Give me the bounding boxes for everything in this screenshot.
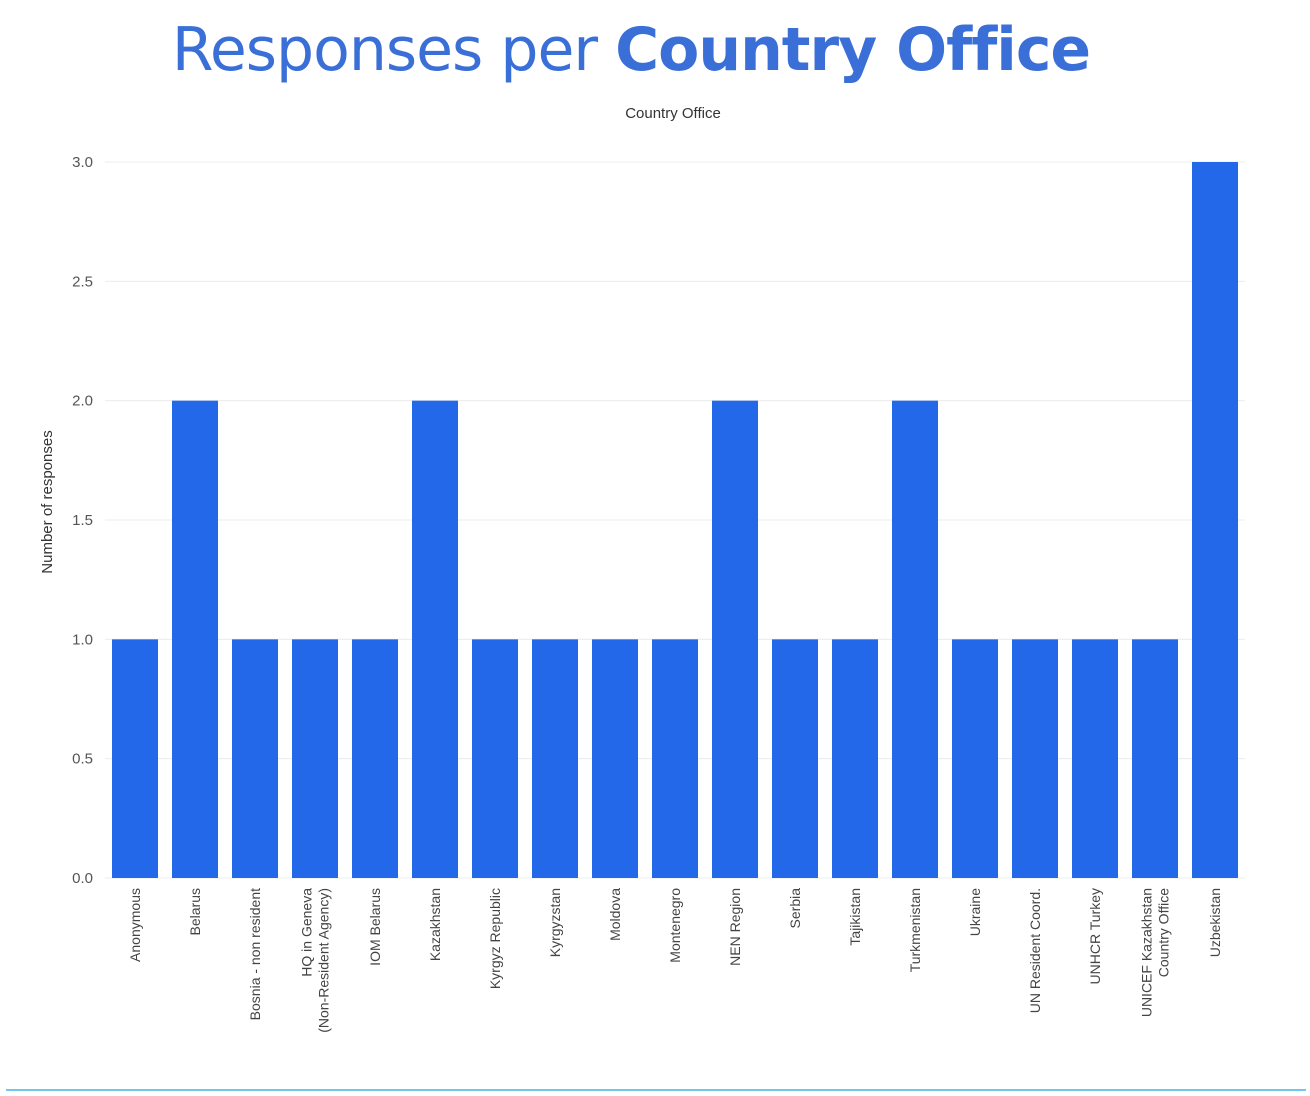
bar bbox=[532, 639, 578, 878]
y-tick-label: 1.5 bbox=[72, 512, 93, 529]
bar bbox=[1072, 639, 1118, 878]
x-category-label-line: (Non-Resident Agency) bbox=[316, 888, 332, 1033]
y-tick-label: 1.0 bbox=[72, 631, 93, 648]
x-category-label-line: HQ in Geneva bbox=[299, 888, 315, 977]
x-category-label: Bosnia - non resident bbox=[247, 888, 263, 1020]
x-category-label: NEN Region bbox=[727, 888, 743, 966]
y-tick-label: 0.5 bbox=[72, 751, 93, 768]
y-tick-label: 3.0 bbox=[72, 154, 93, 171]
x-category-label: UNICEF Kazakhstan Country Office bbox=[1139, 888, 1172, 1017]
x-category-label: Belarus bbox=[187, 888, 203, 935]
chart-title: Country Office bbox=[625, 105, 721, 122]
bar bbox=[712, 400, 758, 878]
bar bbox=[172, 400, 218, 878]
bar bbox=[412, 400, 458, 878]
x-category-label-line: UNICEF Kazakhstan bbox=[1139, 888, 1155, 1017]
x-category-label-line: Moldova bbox=[607, 888, 623, 941]
x-category-label: UNHCR Turkey bbox=[1087, 888, 1103, 984]
x-category-label: Ukraine bbox=[967, 888, 983, 936]
x-category-label-line: Tajikistan bbox=[847, 888, 863, 946]
x-category-label-line: Kyrgyz Republic bbox=[487, 888, 503, 989]
bar bbox=[892, 400, 938, 878]
y-tick-label: 0.0 bbox=[72, 870, 93, 887]
x-category-label-line: Belarus bbox=[187, 888, 203, 935]
x-category-label: Uzbekistan bbox=[1207, 888, 1223, 957]
bar bbox=[472, 639, 518, 878]
slide-title-bold: Country Office bbox=[615, 15, 1091, 85]
x-category-label: UN Resident Coord. bbox=[1027, 888, 1043, 1013]
x-category-label-line: Anonymous bbox=[127, 888, 143, 962]
slide-title-regular: Responses per bbox=[171, 15, 616, 85]
x-category-label-line: Ukraine bbox=[967, 888, 983, 936]
x-category-label-line: Uzbekistan bbox=[1207, 888, 1223, 957]
x-category-label: Anonymous bbox=[127, 888, 143, 962]
x-category-label: Kyrgyzstan bbox=[547, 888, 563, 957]
x-category-label: HQ in Geneva (Non-Resident Agency) bbox=[299, 888, 332, 1033]
x-category-label-line: Kyrgyzstan bbox=[547, 888, 563, 957]
bar bbox=[292, 639, 338, 878]
bar bbox=[1132, 639, 1178, 878]
x-category-label-line: Serbia bbox=[787, 888, 803, 929]
x-category-label: Turkmenistan bbox=[907, 888, 923, 972]
x-category-label-line: Kazakhstan bbox=[427, 888, 443, 961]
bar bbox=[232, 639, 278, 878]
bar bbox=[592, 639, 638, 878]
y-tick-labels: 0.0 0.5 1.0 1.5 2.0 2.5 3.0 bbox=[72, 154, 93, 887]
bottom-divider bbox=[6, 1089, 1306, 1091]
bars bbox=[112, 162, 1238, 878]
x-category-label-line: UNHCR Turkey bbox=[1087, 888, 1103, 984]
bar bbox=[832, 639, 878, 878]
y-axis-title: Number of responses bbox=[39, 430, 56, 573]
y-tick-label: 2.0 bbox=[72, 393, 93, 410]
x-category-label: Serbia bbox=[787, 888, 803, 929]
x-category-label-line: Bosnia - non resident bbox=[247, 888, 263, 1020]
x-category-label: Tajikistan bbox=[847, 888, 863, 946]
x-category-label: Kazakhstan bbox=[427, 888, 443, 961]
bar bbox=[772, 639, 818, 878]
x-category-label-line: UN Resident Coord. bbox=[1027, 888, 1043, 1013]
slide-title: Responses per Country Office bbox=[0, 10, 1262, 90]
x-category-label-line: IOM Belarus bbox=[367, 888, 383, 966]
bar bbox=[1192, 162, 1238, 878]
bar bbox=[652, 639, 698, 878]
x-category-label-line: Country Office bbox=[1156, 888, 1172, 977]
x-category-label-line: Montenegro bbox=[667, 888, 683, 963]
bar bbox=[112, 639, 158, 878]
y-tick-label: 2.5 bbox=[72, 273, 93, 290]
x-category-label: Montenegro bbox=[667, 888, 683, 963]
x-category-label-line: Turkmenistan bbox=[907, 888, 923, 972]
x-category-label-line: NEN Region bbox=[727, 888, 743, 966]
bar bbox=[1012, 639, 1058, 878]
x-category-labels: Anonymous Belarus Bosnia - non resident HQ … bbox=[127, 888, 1223, 1033]
x-category-label: Moldova bbox=[607, 888, 623, 941]
x-category-label: Kyrgyz Republic bbox=[487, 888, 503, 989]
bar bbox=[952, 639, 998, 878]
bar bbox=[352, 639, 398, 878]
x-category-label: IOM Belarus bbox=[367, 888, 383, 966]
